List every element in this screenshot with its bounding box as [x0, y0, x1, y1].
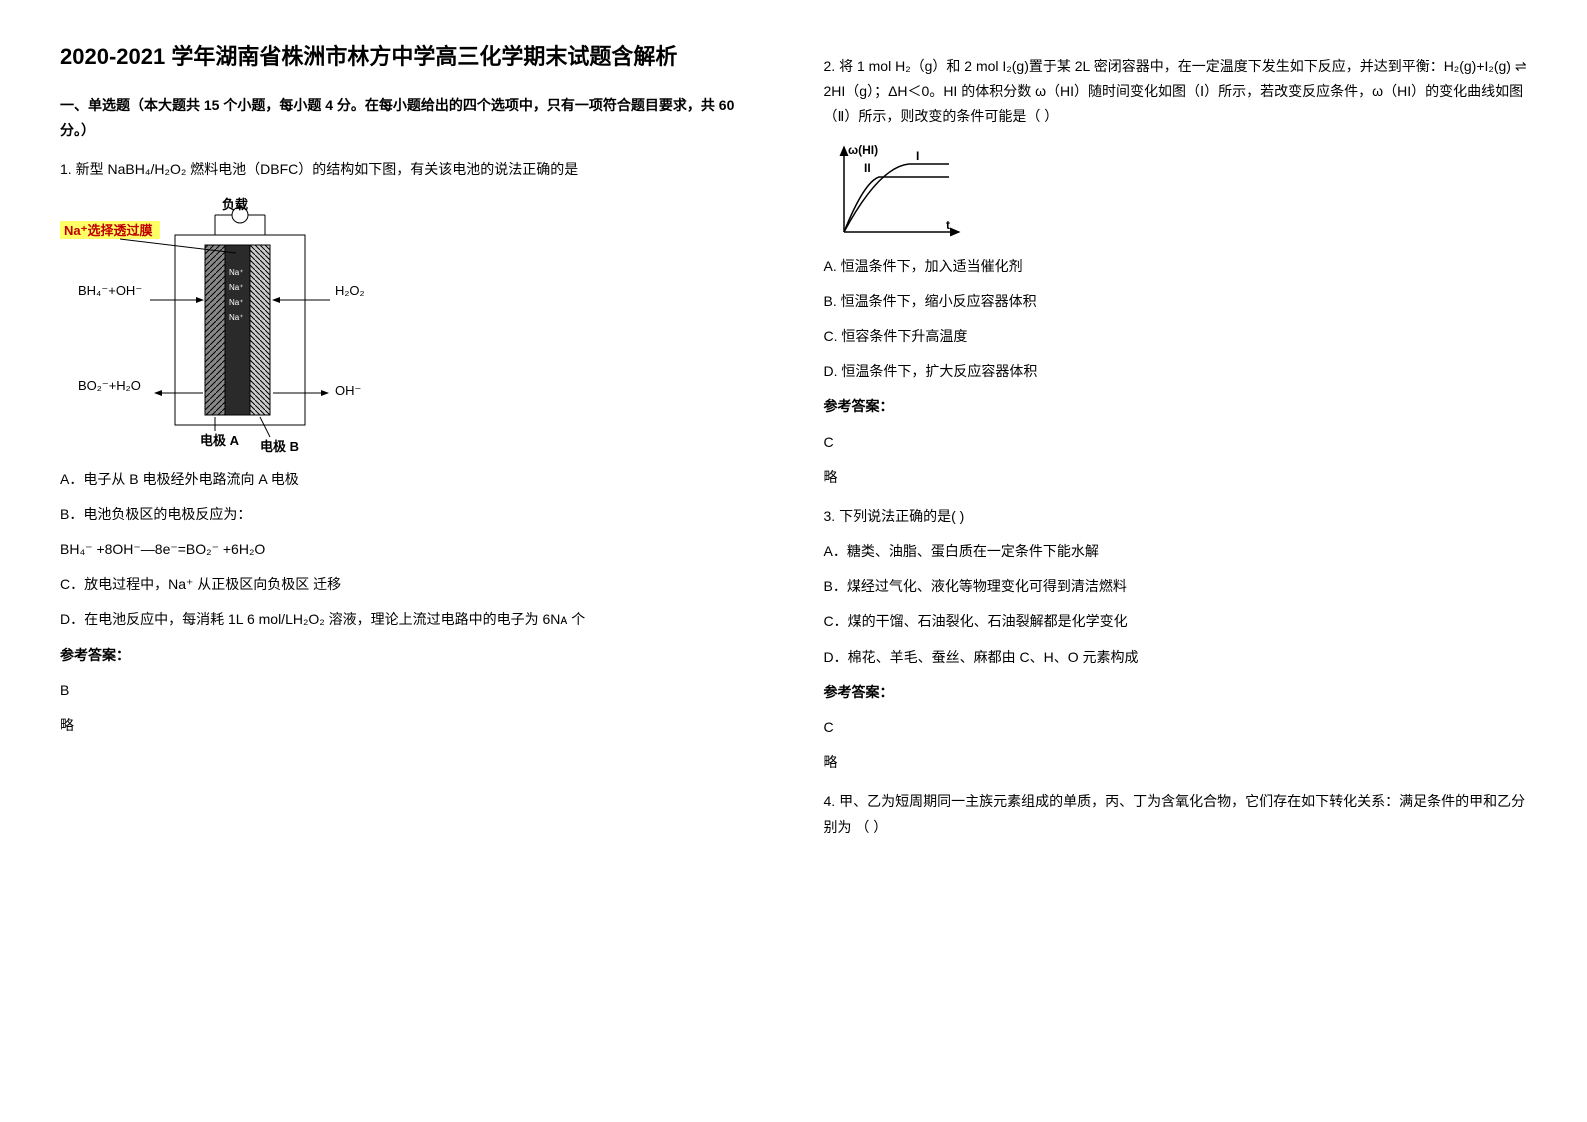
q1-elec-a: 电极 A: [200, 433, 240, 448]
q2-xlabel: t: [946, 218, 950, 232]
q2-explain: 略: [824, 465, 1528, 490]
q3-optD: D．棉花、羊毛、蚕丝、麻都由 C、H、O 元素构成: [824, 645, 1528, 670]
q1-explain: 略: [60, 713, 764, 738]
q1-left-out: BO₂⁻+H₂O: [78, 378, 141, 393]
q2-optC: C. 恒容条件下升高温度: [824, 324, 1528, 349]
q1-optA: A．电子从 B 电极经外电路流向 A 电极: [60, 467, 764, 492]
question-3: 3. 下列说法正确的是( ) A．糖类、油脂、蛋白质在一定条件下能水解 B．煤经…: [824, 504, 1528, 776]
q3-stem: 3. 下列说法正确的是( ): [824, 504, 1528, 529]
page-title: 2020-2021 学年湖南省株洲市林方中学高三化学期末试题含解析: [60, 40, 764, 73]
q3-optC: C．煤的干馏、石油裂化、石油裂解都是化学变化: [824, 609, 1528, 634]
q2-diagram: ω(HI) t I II: [824, 142, 1528, 242]
q2-optA: A. 恒温条件下，加入适当催化剂: [824, 254, 1528, 279]
q1-optB: B．电池负极区的电极反应为：: [60, 502, 764, 527]
q2-ans-label: 参考答案：: [824, 394, 1528, 419]
q1-right-in: H₂O₂: [335, 283, 365, 298]
q2-curveII: II: [864, 161, 871, 175]
q1-load-label: 负载: [222, 197, 248, 212]
q2-ans: C: [824, 430, 1528, 455]
q1-na3: Na⁺: [229, 298, 243, 307]
q3-optB: B．煤经过气化、液化等物理变化可得到清洁燃料: [824, 574, 1528, 599]
q2-optD: D. 恒温条件下，扩大反应容器体积: [824, 359, 1528, 384]
q3-ans: C: [824, 715, 1528, 740]
question-4: 4. 甲、乙为短周期同一主族元素组成的单质，丙、丁为含氧化合物，它们存在如下转化…: [824, 789, 1528, 839]
section-1-heading: 一、单选题（本大题共 15 个小题，每小题 4 分。在每小题给出的四个选项中，只…: [60, 93, 764, 143]
q4-stem: 4. 甲、乙为短周期同一主族元素组成的单质，丙、丁为含氧化合物，它们存在如下转化…: [824, 789, 1528, 839]
q1-na1: Na⁺: [229, 268, 243, 277]
q2-curveI: I: [916, 149, 919, 163]
q1-optD: D．在电池反应中，每消耗 1L 6 mol/LH₂O₂ 溶液，理论上流过电路中的…: [60, 607, 764, 632]
q1-ans: B: [60, 678, 764, 703]
q1-right-out: OH⁻: [335, 383, 361, 398]
question-1: 1. 新型 NaBH₄/H₂O₂ 燃料电池（DBFC）的结构如下图，有关该电池的…: [60, 157, 764, 738]
q1-ans-label: 参考答案：: [60, 643, 764, 668]
q1-membrane-label: Na⁺选择透过膜: [64, 223, 152, 238]
q1-stem: 1. 新型 NaBH₄/H₂O₂ 燃料电池（DBFC）的结构如下图，有关该电池的…: [60, 157, 764, 182]
q1-elec-b: 电极 B: [260, 439, 299, 454]
q1-optC: C．放电过程中，Na⁺ 从正极区向负极区 迁移: [60, 572, 764, 597]
question-2: 2. 将 1 mol H₂（g）和 2 mol I₂(g)置于某 2L 密闭容器…: [824, 54, 1528, 490]
q1-left-in: BH₄⁻+OH⁻: [78, 283, 142, 298]
q1-na4: Na⁺: [229, 313, 243, 322]
q2-stem: 2. 将 1 mol H₂（g）和 2 mol I₂(g)置于某 2L 密闭容器…: [824, 54, 1528, 130]
q2-optB: B. 恒温条件下，缩小反应容器体积: [824, 289, 1528, 314]
q1-na2: Na⁺: [229, 283, 243, 292]
q2-ylabel: ω(HI): [848, 143, 878, 157]
q3-optA: A．糖类、油脂、蛋白质在一定条件下能水解: [824, 539, 1528, 564]
q1-optB-eq: BH₄⁻ +8OH⁻—8e⁻=BO₂⁻ +6H₂O: [60, 537, 764, 562]
q3-explain: 略: [824, 750, 1528, 775]
q3-ans-label: 参考答案：: [824, 680, 1528, 705]
q1-diagram: 负载 Na⁺选择透过膜: [60, 195, 764, 455]
